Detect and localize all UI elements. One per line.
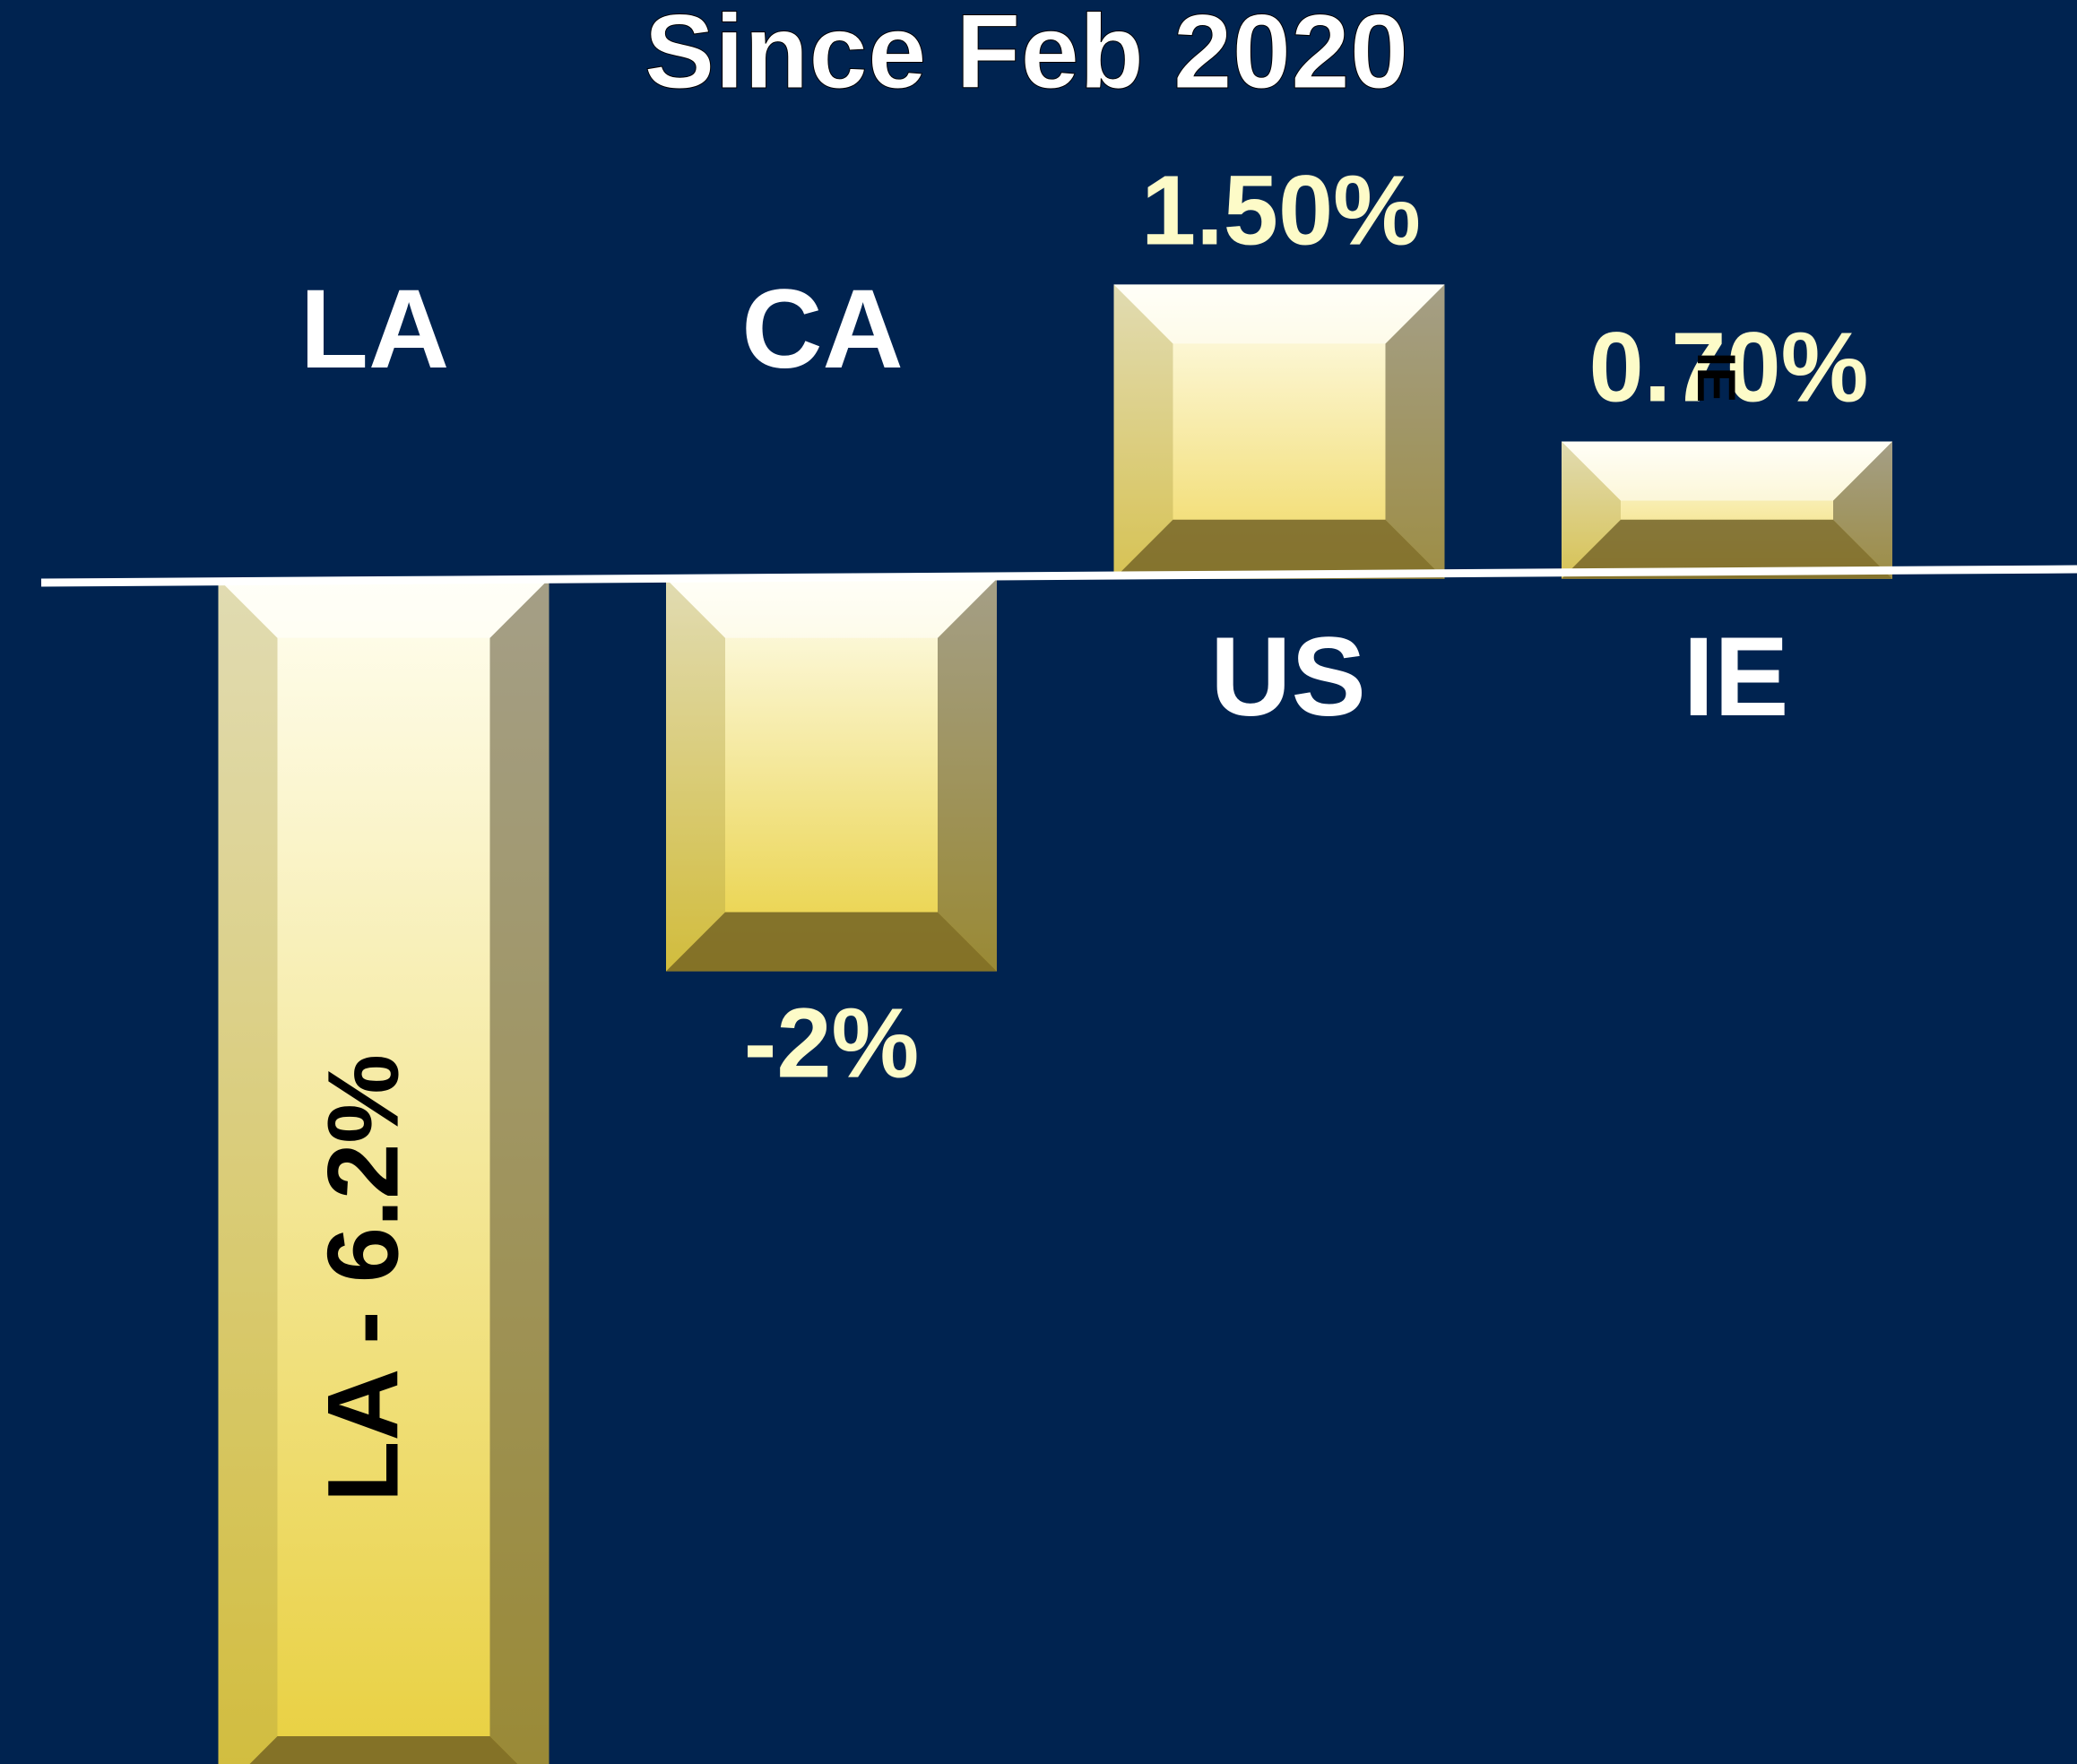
bevel-left: [1113, 284, 1173, 579]
bevel-top: [1113, 284, 1445, 344]
bar: [666, 578, 997, 972]
bevel-bottom: [1562, 519, 1892, 579]
bevel-top: [218, 578, 550, 638]
value-label: 0.70%: [1589, 313, 1869, 423]
x-tick-label: CA: [741, 267, 904, 392]
bevel-left: [1562, 441, 1621, 579]
bevel-top: [1562, 441, 1892, 501]
bevel-bottom: [1113, 519, 1445, 579]
x-tick-label: US: [1210, 615, 1366, 739]
bevel-bottom: [249, 1736, 518, 1764]
bevel-right: [489, 578, 550, 1764]
x-tick-label: IE: [1683, 615, 1788, 739]
bevel-top: [666, 578, 997, 638]
bevel-right: [1833, 441, 1892, 579]
bevel-left: [666, 578, 725, 972]
annotation: IE: [1686, 352, 1746, 403]
bar: [218, 578, 550, 1764]
bevel-left: [218, 578, 278, 1764]
bevel-right: [938, 578, 997, 972]
value-label: -2%: [744, 989, 920, 1099]
bevel-right: [1385, 284, 1445, 579]
value-label: 1.50%: [1141, 155, 1421, 265]
bar: [1113, 284, 1445, 579]
bevel-bottom: [666, 912, 997, 972]
baseline: [40, 565, 2077, 587]
bar: [1562, 441, 1892, 579]
x-tick-label: LA: [300, 267, 450, 392]
value-label: LA - 6.2%: [307, 1054, 420, 1502]
chart-title: Since Feb 2020: [645, 0, 1409, 111]
